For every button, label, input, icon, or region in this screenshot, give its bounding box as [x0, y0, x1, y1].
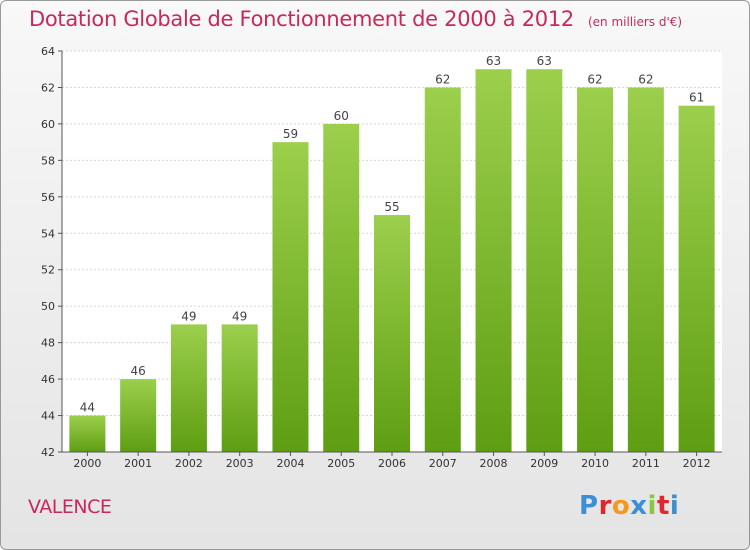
x-tick-label: 2007: [429, 457, 457, 470]
y-tick-label: 62: [41, 81, 55, 94]
logo-letter: o: [611, 491, 631, 521]
x-tick-label: 2008: [480, 457, 508, 470]
bar: [627, 87, 664, 453]
y-tick-label: 64: [41, 45, 55, 58]
data-label: 63: [486, 54, 501, 68]
data-label: 46: [131, 364, 146, 378]
data-label: 62: [587, 72, 602, 86]
bar: [120, 379, 157, 452]
x-tick-label: 2012: [683, 457, 711, 470]
chart-title: Dotation Globale de Fonctionnement de 20…: [29, 7, 682, 31]
bar: [323, 123, 360, 452]
data-label: 55: [384, 200, 399, 214]
logo-letter: t: [656, 491, 670, 521]
proxiti-logo: Proxiti: [579, 491, 679, 521]
x-tick-label: 2000: [73, 457, 101, 470]
y-tick-label: 58: [41, 154, 55, 167]
x-tick-label: 2010: [581, 457, 609, 470]
data-label: 49: [181, 309, 196, 323]
chart-title-text: Dotation Globale de Fonctionnement de 20…: [29, 7, 574, 31]
x-tick-label: 2004: [276, 457, 304, 470]
bar: [69, 415, 106, 452]
bar: [475, 69, 512, 453]
city-name: VALENCE: [28, 496, 112, 518]
x-tick-label: 2001: [124, 457, 152, 470]
y-tick-label: 44: [41, 410, 55, 423]
x-tick-label: 2003: [226, 457, 254, 470]
bar: [577, 87, 614, 453]
x-tick-label: 2005: [327, 457, 355, 470]
y-tick-label: 52: [41, 264, 55, 277]
x-tick-label: 2006: [378, 457, 406, 470]
bar: [374, 215, 410, 452]
bar: [424, 87, 461, 453]
x-tick-label: 2011: [632, 457, 660, 470]
chart-unit: (en milliers d'€): [587, 15, 683, 29]
bar: [526, 69, 563, 453]
data-label: 61: [689, 91, 704, 105]
y-tick-label: 42: [41, 446, 55, 459]
logo-letter: i: [647, 491, 657, 521]
logo-letter: P: [579, 491, 599, 521]
data-label: 44: [80, 401, 95, 415]
y-tick-label: 60: [41, 118, 55, 131]
logo-letter: i: [669, 491, 680, 521]
bar: [221, 324, 258, 452]
y-tick-label: 54: [41, 227, 55, 240]
data-label: 49: [232, 309, 247, 323]
data-label: 59: [283, 127, 298, 141]
data-label: 62: [435, 72, 450, 86]
x-tick-label: 2009: [530, 457, 558, 470]
y-tick-label: 50: [41, 300, 55, 313]
data-label: 62: [638, 72, 653, 86]
logo-letter: x: [630, 491, 648, 521]
y-tick-label: 56: [41, 191, 55, 204]
logo-letter: r: [598, 491, 612, 521]
bar: [170, 324, 207, 452]
data-label: 60: [334, 109, 349, 123]
y-tick-label: 46: [41, 373, 55, 386]
bar: [678, 105, 715, 452]
y-tick-label: 48: [41, 337, 55, 350]
data-label: 63: [537, 54, 552, 68]
x-tick-label: 2002: [175, 457, 203, 470]
bar: [272, 142, 309, 453]
